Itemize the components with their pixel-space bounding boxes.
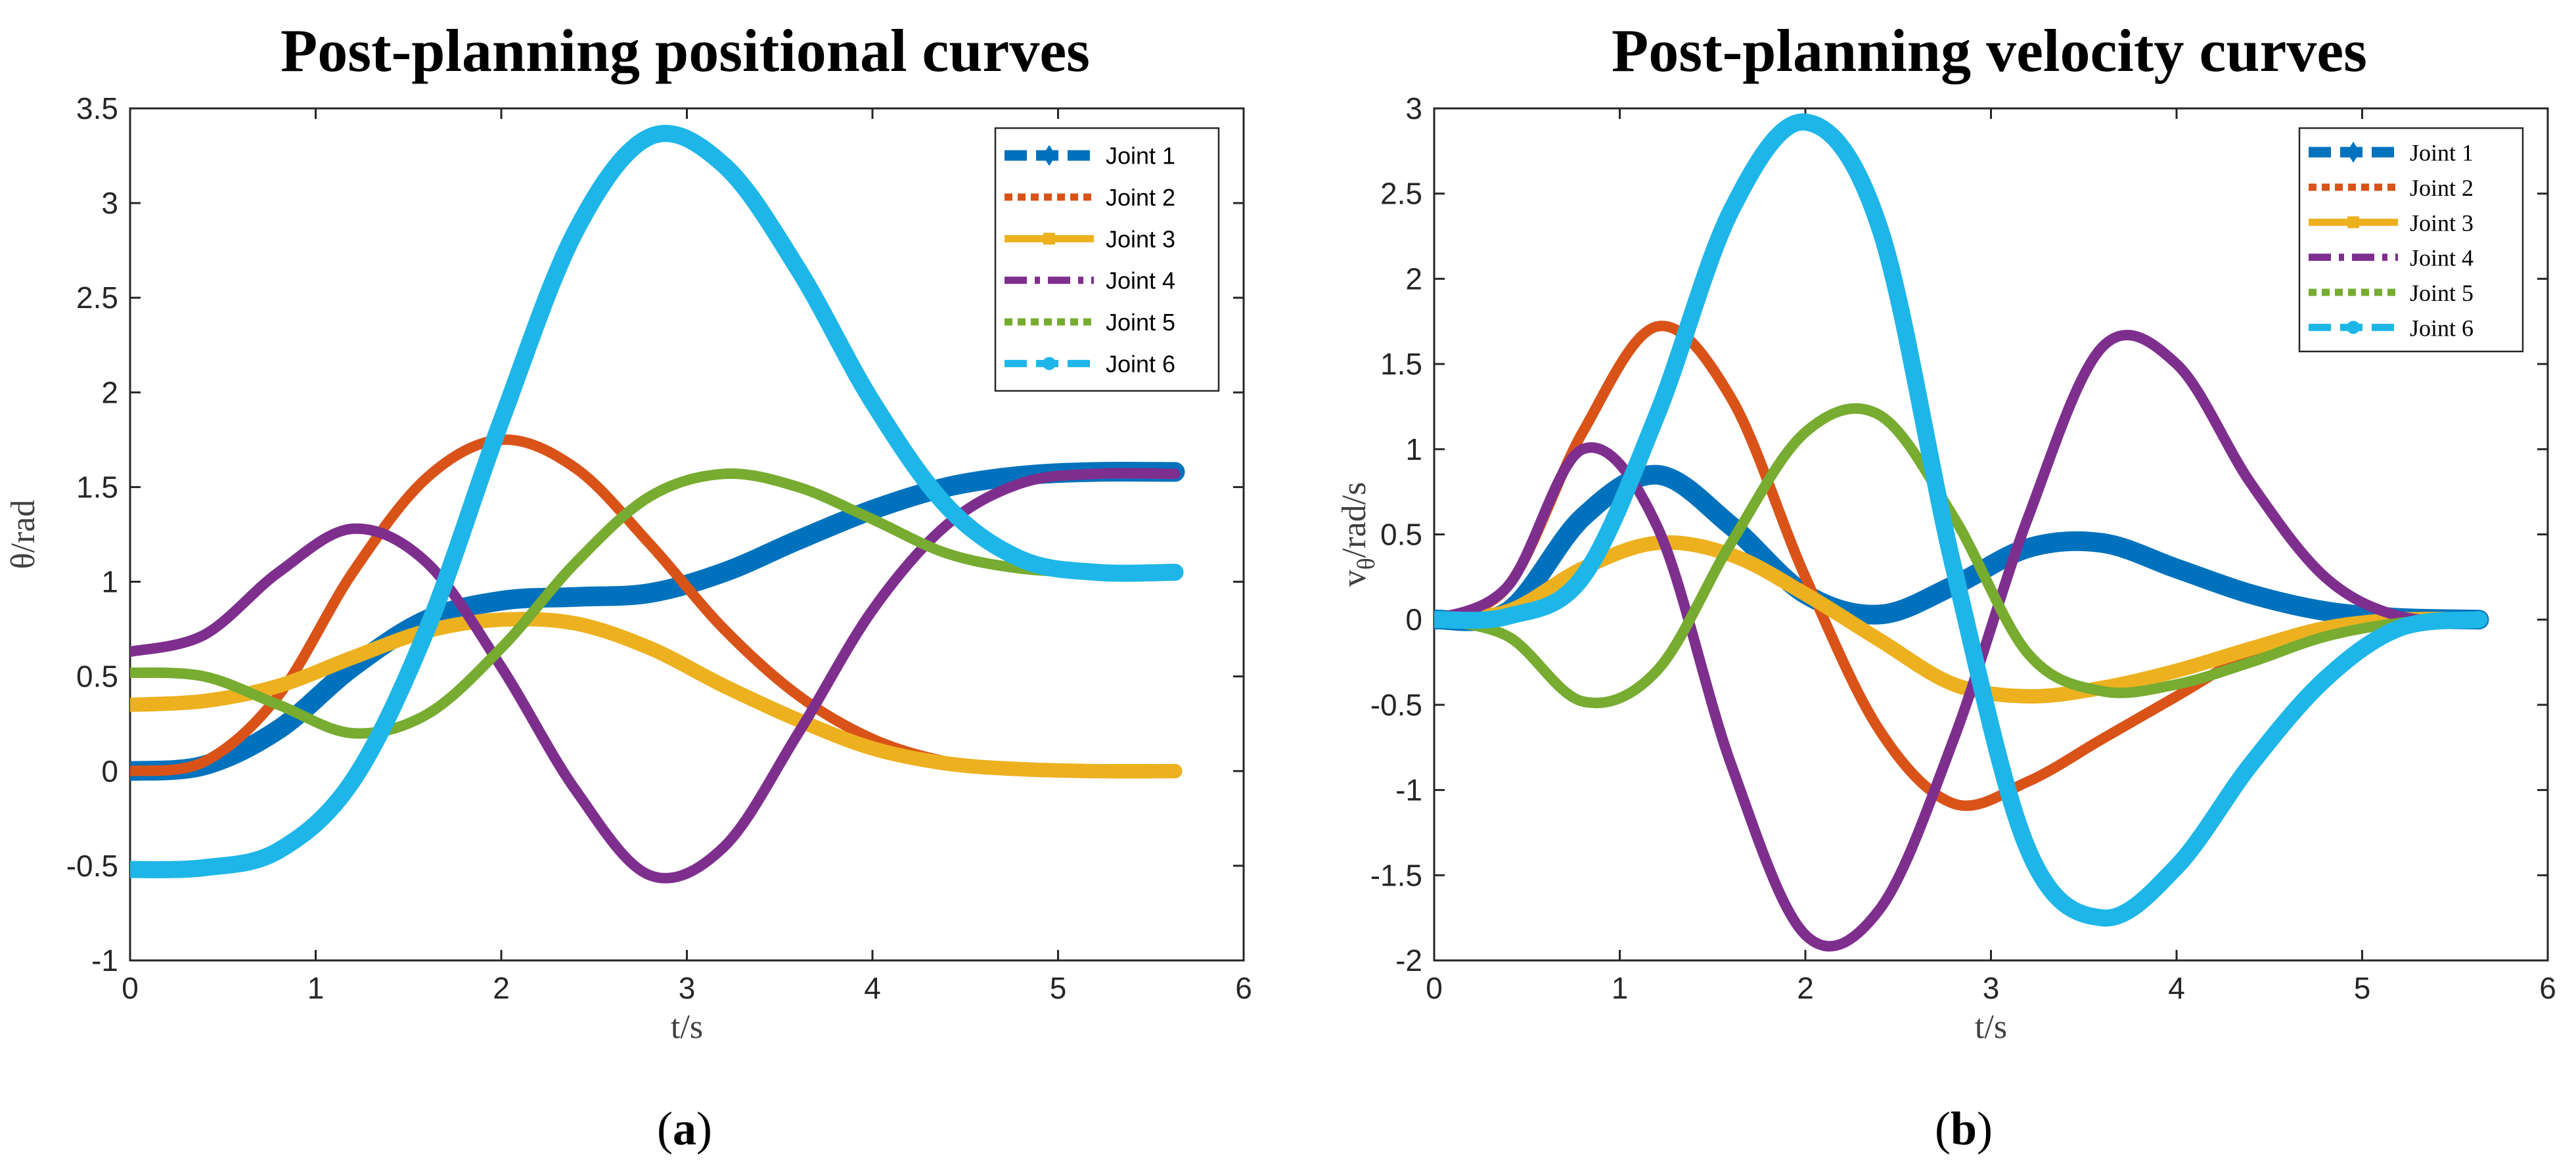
y-tick-label: 2 [1405,261,1422,296]
y-tick-label: 2 [101,375,118,409]
x-tick-label: 1 [307,971,325,1005]
series-line-joint-6 [1434,113,2488,927]
legend-label-joint-5: Joint 5 [1106,309,1175,336]
legend-label-joint-4: Joint 4 [2410,245,2474,271]
series-line-joint-4 [1434,330,2485,952]
series-line-joint-6 [130,125,1184,878]
y-axis-label: θ/rad [5,500,42,570]
x-tick-label: 5 [1050,971,1067,1005]
x-axis-label: t/s [1975,1008,2007,1046]
legend-label-joint-3: Joint 3 [1106,225,1175,252]
x-tick-label: 4 [864,971,881,1005]
y-tick-label: -2 [1395,943,1422,978]
y-tick-label: 1.5 [76,470,118,504]
y-tick-label: 2.5 [1380,177,1422,211]
chart-position: Post-planning positional curves 0 1 2 3 4 5 6 -1… [5,17,1252,1155]
x-tick-label: 6 [1235,971,1252,1005]
chart-title: Post-planning positional curves [281,17,1090,84]
legend-marker-diamond [1043,145,1056,166]
y-tick-label: -1 [1395,773,1422,807]
series-line-joint-5 [130,468,1181,739]
y-tick-label: 1 [1405,432,1422,466]
x-tick-label: 3 [679,971,696,1005]
x-axis-label: t/s [671,1008,703,1046]
x-tick-label: 3 [1983,971,2000,1005]
legend-box [2298,127,2524,353]
x-tick-label: 2 [1797,971,1814,1005]
x-tick-label: 5 [2354,971,2371,1005]
legend-box [994,127,1220,392]
series-line-joint-4 [130,468,1181,884]
y-tick-label: 2.5 [76,281,118,315]
legend: Joint 1 Joint 2 Joint 3 Joint 4 Joint 5 Joint… [2298,127,2524,353]
series-line-joint-1 [1434,464,2489,631]
x-tick-label: 1 [1612,971,1629,1005]
legend-marker-diamond [2347,141,2360,163]
x-tick-label: 2 [493,971,510,1005]
panel-caption: (a) [657,1102,712,1155]
legend-marker-circle [1043,357,1056,371]
series-group [130,125,1185,884]
legend-label-joint-6: Joint 6 [1106,350,1175,377]
y-tick-label: 1 [101,565,118,599]
y-tick-label: -1.5 [1370,858,1422,892]
legend-label-joint-3: Joint 3 [2410,210,2474,236]
legend-marker-circle [2347,321,2360,334]
legend-label-joint-1: Joint 1 [2410,140,2474,166]
series-line-joint-3 [130,612,1183,779]
legend-marker-square [1043,233,1055,245]
x-tick-label: 4 [2168,971,2185,1005]
series-group [1434,113,2489,952]
chart-velocity: Post-planning velocity curves 0 1 2 3 4 5 6 -2 -1… [1336,17,2556,1155]
chart-title: Post-planning velocity curves [1612,17,2367,84]
panel-caption: (b) [1935,1102,1993,1155]
y-tick-label: -0.5 [66,849,118,883]
y-tick-label: -0.5 [1370,688,1422,722]
y-axis-label: vθ/rad/s [1336,482,1380,587]
x-tick-label: 6 [2539,971,2556,1005]
legend-label-joint-6: Joint 6 [2410,315,2474,341]
y-tick-label: -1 [91,943,118,978]
legend-label-joint-2: Joint 2 [2410,175,2474,201]
y-tick-label: 3 [101,186,118,220]
y-tick-label: 3 [1405,91,1422,125]
y-tick-label: 0 [101,754,118,788]
y-tick-label: 0.5 [76,660,118,694]
legend-marker-square [2347,216,2359,229]
legend-label-joint-1: Joint 1 [1106,143,1175,169]
legend-label-joint-4: Joint 4 [1106,267,1175,294]
legend: Joint 1 Joint 2 Joint 3 Joint 4 Joint 5 Joint… [994,127,1220,392]
y-tick-label: 3.5 [76,91,118,125]
legend-label-joint-2: Joint 2 [1106,184,1175,211]
legend-label-joint-5: Joint 5 [2410,280,2474,306]
y-tick-label: 0 [1405,602,1422,637]
y-tick-label: 0.5 [1380,518,1422,552]
y-tick-label: 1.5 [1380,347,1422,381]
x-tick-label: 0 [1426,971,1443,1005]
x-tick-label: 0 [122,971,139,1005]
